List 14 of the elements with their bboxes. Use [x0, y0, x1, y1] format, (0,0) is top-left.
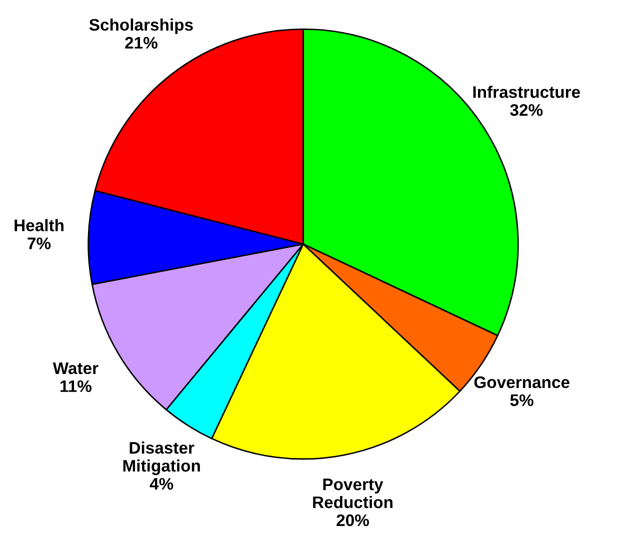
slice-label: Infrastructure: [473, 86, 580, 98]
slice-label: Health: [14, 219, 64, 232]
data-label: 4%: [150, 478, 174, 490]
slice-label: Water: [52, 362, 98, 374]
data-label: 20%: [336, 514, 369, 526]
slice-label: Governance: [474, 376, 570, 388]
slice-label: Scholarships: [89, 18, 193, 34]
data-label: 21%: [125, 36, 158, 49]
data-label: 11%: [60, 380, 92, 392]
slice-label: Poverty Reduction: [313, 478, 392, 508]
data-label: 5%: [510, 394, 534, 406]
slice-label: Disaster Mitigation: [123, 442, 200, 476]
data-label: 32%: [510, 104, 543, 116]
data-label: 7%: [28, 237, 51, 250]
